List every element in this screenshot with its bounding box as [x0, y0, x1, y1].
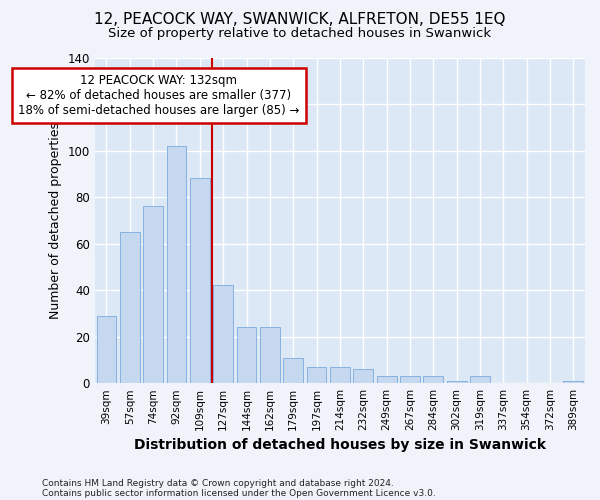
Bar: [167, 146, 187, 383]
Bar: [446, 381, 467, 383]
Bar: [377, 376, 397, 383]
Bar: [236, 328, 256, 383]
Y-axis label: Number of detached properties: Number of detached properties: [49, 122, 62, 319]
Text: Contains HM Land Registry data © Crown copyright and database right 2024.: Contains HM Land Registry data © Crown c…: [42, 478, 394, 488]
Bar: [97, 316, 116, 383]
Bar: [563, 381, 583, 383]
Text: Size of property relative to detached houses in Swanwick: Size of property relative to detached ho…: [109, 28, 491, 40]
Bar: [213, 286, 233, 383]
Text: Contains public sector information licensed under the Open Government Licence v3: Contains public sector information licen…: [42, 488, 436, 498]
X-axis label: Distribution of detached houses by size in Swanwick: Distribution of detached houses by size …: [134, 438, 546, 452]
Bar: [283, 358, 303, 383]
Text: 12, PEACOCK WAY, SWANWICK, ALFRETON, DE55 1EQ: 12, PEACOCK WAY, SWANWICK, ALFRETON, DE5…: [94, 12, 506, 28]
Bar: [424, 376, 443, 383]
Bar: [307, 367, 326, 383]
Bar: [143, 206, 163, 383]
Bar: [190, 178, 210, 383]
Bar: [260, 328, 280, 383]
Bar: [353, 369, 373, 383]
Text: 12 PEACOCK WAY: 132sqm
← 82% of detached houses are smaller (377)
18% of semi-de: 12 PEACOCK WAY: 132sqm ← 82% of detached…: [19, 74, 299, 117]
Bar: [400, 376, 420, 383]
Bar: [120, 232, 140, 383]
Bar: [470, 376, 490, 383]
Bar: [330, 367, 350, 383]
